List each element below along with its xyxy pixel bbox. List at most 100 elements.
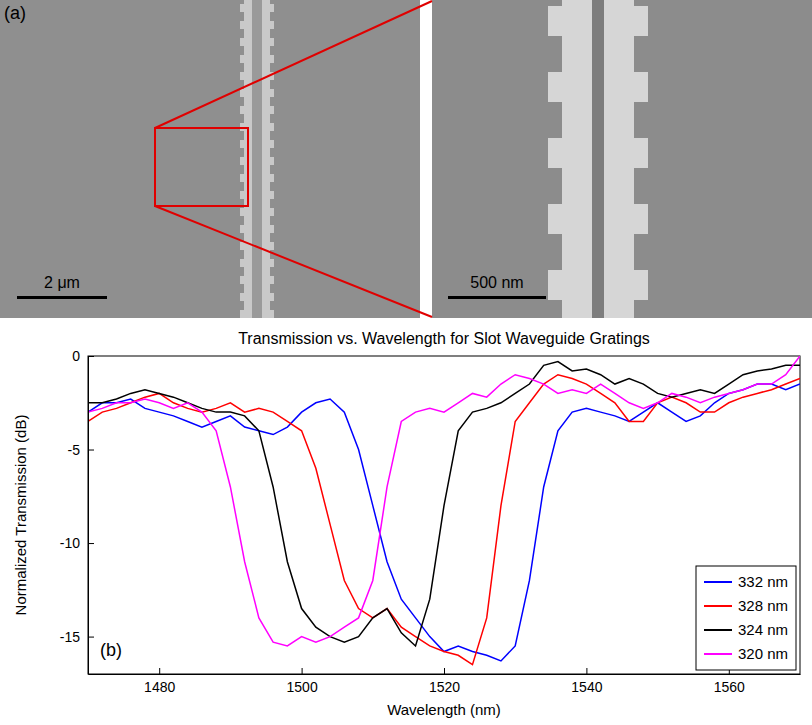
legend-label: 332 nm	[738, 573, 788, 590]
grating-tooth	[548, 204, 562, 234]
y-tick-mark	[88, 543, 94, 544]
series-line	[88, 356, 800, 646]
grating-tooth	[240, 55, 244, 63]
x-axis-line	[89, 674, 801, 675]
legend-label: 328 nm	[738, 597, 788, 614]
x-tick-label: 1560	[714, 679, 745, 695]
legend-swatch	[704, 629, 732, 631]
grating-tooth	[548, 270, 562, 300]
y-tick-mark	[88, 356, 94, 357]
x-tick: 1560	[714, 668, 745, 695]
grating-tooth	[240, 208, 244, 216]
grating-tooth	[240, 310, 244, 318]
legend: 332 nm 328 nm 324 nm 320 nm	[696, 566, 796, 670]
grating-tooth	[270, 123, 274, 131]
x-tick-label: 1540	[571, 679, 602, 695]
zoom-box	[155, 128, 248, 206]
grating-tooth	[634, 6, 648, 36]
panel-label: (b)	[100, 640, 122, 660]
grating-tooth	[240, 225, 244, 233]
grating-tooth	[240, 242, 244, 250]
waveguide-rail	[562, 0, 592, 318]
grating-tooth	[270, 55, 274, 63]
grating-tooth	[634, 138, 648, 168]
grating-tooth	[270, 242, 274, 250]
x-tick: 1500	[287, 668, 318, 695]
grating-tooth	[240, 38, 244, 46]
zoom-line	[155, 206, 432, 317]
y-axis: -15 -10 -5 0	[60, 348, 94, 675]
sem-image-right	[432, 0, 812, 318]
y-tick-label: -5	[68, 442, 81, 458]
figure: 2 μm500 nm(a)Transmission vs. Wavelength…	[0, 0, 812, 725]
series-line	[88, 375, 800, 665]
x-tick-mark	[302, 668, 303, 674]
plot-frame	[88, 356, 800, 674]
x-tick-label: 1500	[287, 679, 318, 695]
grating-tooth	[240, 293, 244, 301]
x-tick: 1520	[429, 668, 460, 695]
grating-tooth	[240, 21, 244, 29]
y-tick: 0	[72, 348, 94, 364]
grating-tooth	[240, 140, 244, 148]
y-tick-label: -15	[60, 629, 80, 645]
sem-image-left	[0, 0, 420, 318]
y-tick-mark	[88, 450, 94, 451]
plot-area	[88, 356, 800, 665]
x-tick-mark	[586, 668, 587, 674]
grating-tooth	[270, 259, 274, 267]
grating-tooth	[270, 21, 274, 29]
waveguide-rail	[262, 0, 270, 318]
zoom-line	[155, 1, 432, 128]
scale-bar	[17, 296, 107, 299]
legend-swatch	[704, 653, 732, 655]
grating-tooth	[240, 191, 244, 199]
x-tick: 1540	[571, 668, 602, 695]
grating-tooth	[240, 276, 244, 284]
waveguide-slot	[252, 0, 262, 318]
grating-tooth	[634, 204, 648, 234]
x-tick-mark	[444, 668, 445, 674]
grating-tooth	[270, 4, 274, 12]
x-tick-label: 1480	[144, 679, 175, 695]
grating-tooth	[240, 4, 244, 12]
y-tick-label: 0	[72, 348, 80, 364]
y-tick-label: -10	[60, 535, 80, 551]
y-tick-mark	[88, 637, 94, 638]
y-tick: -10	[60, 535, 94, 551]
x-axis-title: Wavelength (nm)	[387, 701, 501, 718]
chart-title: Transmission vs. Wavelength for Slot Wav…	[238, 330, 650, 347]
grating-tooth	[548, 6, 562, 36]
grating-tooth	[270, 174, 274, 182]
y-axis-line	[88, 357, 89, 675]
grating-tooth	[634, 270, 648, 300]
legend-label: 324 nm	[738, 621, 788, 638]
grating-tooth	[270, 140, 274, 148]
grating-tooth	[240, 106, 244, 114]
scale-bar	[448, 296, 546, 299]
grating-tooth	[240, 174, 244, 182]
grating-tooth	[240, 89, 244, 97]
y-axis-title: Normalized Transmission (dB)	[12, 415, 29, 616]
x-axis: 1480 1500 1520 1540 1560	[89, 668, 801, 695]
grating-tooth	[270, 157, 274, 165]
panel-label: (a)	[4, 3, 26, 23]
grating-tooth	[270, 191, 274, 199]
legend-label: 320 nm	[738, 645, 788, 662]
grating-tooth	[270, 310, 274, 318]
x-tick-label: 1520	[429, 679, 460, 695]
grating-tooth	[270, 208, 274, 216]
grating-tooth	[548, 72, 562, 102]
grating-tooth	[270, 276, 274, 284]
grating-tooth	[548, 138, 562, 168]
grating-tooth	[240, 157, 244, 165]
grating-tooth	[270, 225, 274, 233]
x-tick-mark	[159, 668, 160, 674]
grating-tooth	[270, 89, 274, 97]
y-tick: -15	[60, 629, 94, 645]
x-tick: 1480	[144, 668, 175, 695]
series-line	[88, 384, 800, 661]
scale-bar-label: 500 nm	[470, 274, 523, 291]
legend-swatch	[704, 605, 732, 607]
grating-tooth	[270, 293, 274, 301]
